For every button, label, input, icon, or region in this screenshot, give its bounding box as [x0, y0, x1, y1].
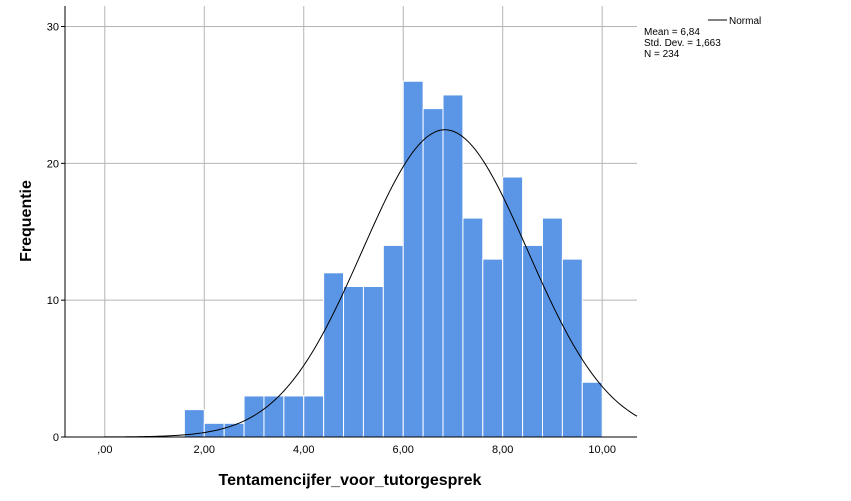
histogram-bar	[402, 80, 424, 438]
histogram-bar	[382, 244, 404, 438]
x-axis-title: Tentamencijfer_voor_tutorgesprek	[219, 472, 482, 489]
y-axis-title: Frequentie	[18, 180, 35, 262]
x-tick-labels: ,00 2,00 4,00 6,00 8,00 10,00	[97, 444, 616, 456]
y-tick-label: 0	[53, 432, 59, 444]
y-tick-label: 30	[47, 22, 59, 34]
histogram-bar	[442, 94, 464, 438]
x-tick-label: 6,00	[393, 444, 414, 456]
histogram-bar	[303, 395, 325, 438]
histogram-bar	[243, 395, 265, 438]
histogram-bar	[362, 285, 384, 438]
legend-n: N = 234	[644, 49, 680, 60]
histogram-bar	[263, 395, 285, 438]
histogram-bar	[422, 108, 444, 438]
legend-normal-label: Normal	[729, 16, 761, 27]
y-tick-labels: 0 10 20 30	[47, 22, 59, 444]
x-tick-label: 10,00	[588, 444, 616, 456]
histogram-bar	[482, 258, 504, 438]
axes	[61, 6, 637, 438]
legend: Normal Mean = 6,84 Std. Dev. = 1,663 N =…	[644, 16, 761, 60]
histogram-bar	[581, 381, 603, 438]
histogram-bar	[343, 285, 364, 438]
histogram-bar	[283, 395, 305, 438]
histogram-bars	[183, 80, 603, 438]
x-tick-label: ,00	[97, 444, 112, 456]
histogram-bar	[462, 217, 484, 438]
histogram-bar	[522, 244, 543, 438]
x-tick-label: 8,00	[492, 444, 513, 456]
y-tick-label: 10	[47, 295, 59, 307]
y-tick-label: 20	[47, 158, 59, 170]
histogram-bar	[561, 258, 583, 438]
x-tick-label: 4,00	[293, 444, 314, 456]
histogram-bar	[541, 217, 563, 438]
histogram-bar	[203, 422, 225, 438]
normal-curve	[65, 129, 638, 438]
x-tick-label: 2,00	[194, 444, 215, 456]
legend-std-dev: Std. Dev. = 1,663	[644, 38, 721, 49]
legend-mean: Mean = 6,84	[644, 27, 700, 38]
